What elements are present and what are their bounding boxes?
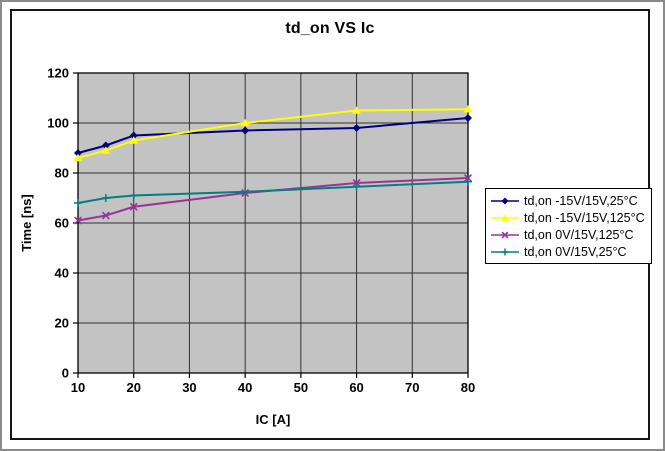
plot-area: 10 20 30 40 50 60 70 80 0 20 40 60 80 100 120 <box>47 66 475 396</box>
marker-diamond-icon <box>74 149 82 157</box>
x-tick-label: 10 <box>71 380 85 395</box>
legend-item-label: td,on -15V/15V,25°C <box>524 193 638 208</box>
legend-item: td,on -15V/15V,25°C <box>490 192 645 209</box>
legend-item-label: td,on 0V/15V,125°C <box>524 227 634 242</box>
y-tick-label: 20 <box>55 316 69 331</box>
x-tick-label: 80 <box>461 380 475 395</box>
series-line <box>77 180 469 204</box>
legend-item-label: td,on 0V/15V,25°C <box>524 244 627 259</box>
marker-plus-icon <box>501 248 509 255</box>
marker-plus-icon <box>101 194 110 202</box>
series-line <box>77 108 469 159</box>
y-tick-label: 120 <box>47 66 69 81</box>
marker-triangle-icon <box>129 136 139 144</box>
marker-triangle-icon <box>501 213 509 221</box>
x-tick-label: 30 <box>182 380 196 395</box>
y-tick-label: 80 <box>55 166 69 181</box>
marker-x-icon <box>101 211 110 220</box>
marker-plus-icon <box>241 187 250 196</box>
x-tick-label: 40 <box>238 380 252 395</box>
y-axis-title: Time [ns] <box>19 194 34 252</box>
legend-item: td,on 0V/15V,125°C <box>490 226 645 243</box>
x-tick-label: 60 <box>349 380 363 395</box>
marker-diamond-icon <box>129 131 138 140</box>
chart-title: td_on VS Ic <box>285 20 375 37</box>
x-axis-title: IC [A] <box>255 412 291 427</box>
y-tick-label: 60 <box>55 216 69 231</box>
legend-swatch-icon <box>491 213 519 221</box>
y-tick-label: 0 <box>62 366 69 381</box>
marker-triangle-icon <box>101 146 111 154</box>
marker-triangle-icon <box>240 118 250 127</box>
marker-triangle-icon <box>73 153 83 162</box>
marker-plus-icon <box>74 199 82 207</box>
series-line <box>77 177 469 222</box>
legend-item: td,on 0V/15V,25°C <box>490 243 645 260</box>
marker-plus-icon <box>129 191 138 200</box>
marker-diamond-icon <box>241 126 250 135</box>
marker-triangle-icon <box>463 104 473 113</box>
chart-frame: 10 20 30 40 50 60 70 80 0 20 40 60 80 100 120 td_on VS… <box>10 9 652 440</box>
series-line <box>77 117 469 154</box>
x-tick-label: 50 <box>294 380 308 395</box>
x-tick-label: 70 <box>405 380 419 395</box>
marker-diamond-icon <box>501 197 509 204</box>
marker-plus-icon <box>464 177 472 186</box>
marker-diamond-icon <box>101 141 110 150</box>
legend-item-label: td,on -15V/15V,125°C <box>524 210 645 225</box>
marker-x-icon <box>74 216 82 225</box>
x-tick-label: 20 <box>126 380 140 395</box>
marker-diamond-icon <box>464 114 472 122</box>
marker-x-icon <box>501 231 509 238</box>
legend-swatch-icon <box>491 197 519 204</box>
marker-triangle-icon <box>352 106 361 114</box>
y-tick-label: 100 <box>47 116 69 131</box>
legend: td,on -15V/15V,25°C td,on -15V/15V,125°C t… <box>485 188 652 264</box>
marker-x-icon <box>129 202 138 211</box>
legend-item: td,on -15V/15V,125°C <box>490 209 645 226</box>
marker-diamond-icon <box>352 124 361 132</box>
y-tick-label: 40 <box>55 266 69 281</box>
legend-swatch-icon <box>491 248 519 255</box>
legend-swatch-icon <box>491 231 519 238</box>
marker-plus-icon <box>352 182 361 191</box>
